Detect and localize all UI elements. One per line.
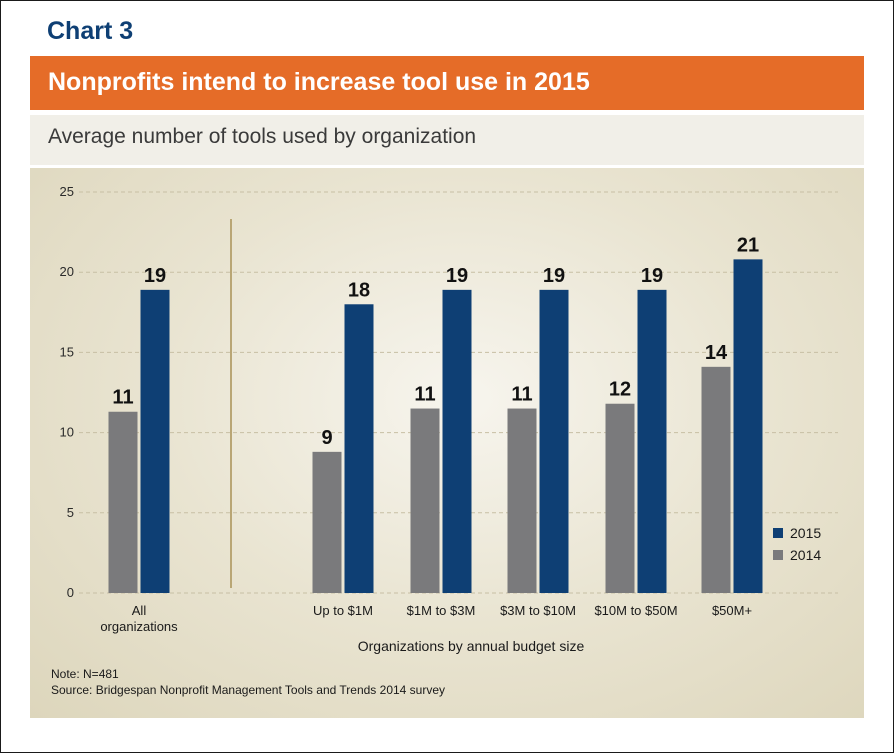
chart-title: Nonprofits intend to increase tool use i… (48, 68, 590, 96)
category-label: organizations (100, 619, 178, 634)
category-label: $10M to $50M (594, 603, 677, 618)
bar-2014 (605, 403, 635, 593)
category-label: $50M+ (712, 603, 752, 618)
data-label-2014: 11 (511, 384, 532, 406)
y-tick-label: 25 (60, 184, 74, 199)
chart-subtitle: Average number of tools used by organiza… (48, 125, 477, 148)
data-label-2014: 11 (414, 384, 435, 406)
chart-number-label: Chart 3 (47, 17, 134, 45)
legend-label-2015: 2015 (790, 525, 821, 541)
source-text: Source: Bridgespan Nonprofit Management … (51, 683, 446, 697)
data-label-2014: 12 (609, 379, 631, 401)
data-label-2015: 19 (144, 265, 166, 287)
data-label-2014: 14 (705, 342, 728, 364)
bar-2014 (507, 408, 537, 593)
y-tick-label: 0 (67, 585, 74, 600)
category-label: $1M to $3M (407, 603, 476, 618)
bar-2015 (733, 259, 763, 593)
data-label-2015: 19 (641, 265, 663, 287)
category-label: Up to $1M (313, 603, 373, 618)
bar-2015 (539, 289, 569, 593)
bar-2015 (637, 289, 667, 593)
data-label-2015: 19 (446, 265, 468, 287)
bar-2014 (312, 451, 342, 593)
legend-label-2014: 2014 (790, 547, 821, 563)
category-label: All (132, 603, 147, 618)
bar-2015 (344, 304, 374, 593)
data-label-2014: 9 (321, 427, 332, 449)
legend-swatch-2015 (773, 528, 783, 538)
subtitle-bar: Average number of tools used by organiza… (30, 115, 864, 165)
bar-2015 (442, 289, 472, 593)
y-tick-label: 5 (67, 505, 74, 520)
y-tick-label: 15 (60, 344, 74, 359)
data-label-2014: 11 (112, 387, 133, 409)
category-label: $3M to $10M (500, 603, 576, 618)
x-axis-title: Organizations by annual budget size (358, 638, 585, 654)
title-bar: Nonprofits intend to increase tool use i… (30, 56, 864, 110)
bar-2014 (108, 411, 138, 593)
bar-2014 (410, 408, 440, 593)
y-tick-label: 20 (60, 264, 74, 279)
bar-2015 (140, 289, 170, 593)
y-tick-label: 10 (60, 425, 74, 440)
legend-swatch-2014 (773, 550, 783, 560)
data-label-2015: 18 (348, 279, 370, 301)
data-label-2015: 21 (737, 234, 759, 256)
bar-2014 (701, 366, 731, 593)
note-text: Note: N=481 (51, 667, 119, 681)
data-label-2015: 19 (543, 265, 565, 287)
chart-panel: 0 5 10 15 20 25 11 19 All organizations 9 18 Up to $… (30, 168, 864, 718)
